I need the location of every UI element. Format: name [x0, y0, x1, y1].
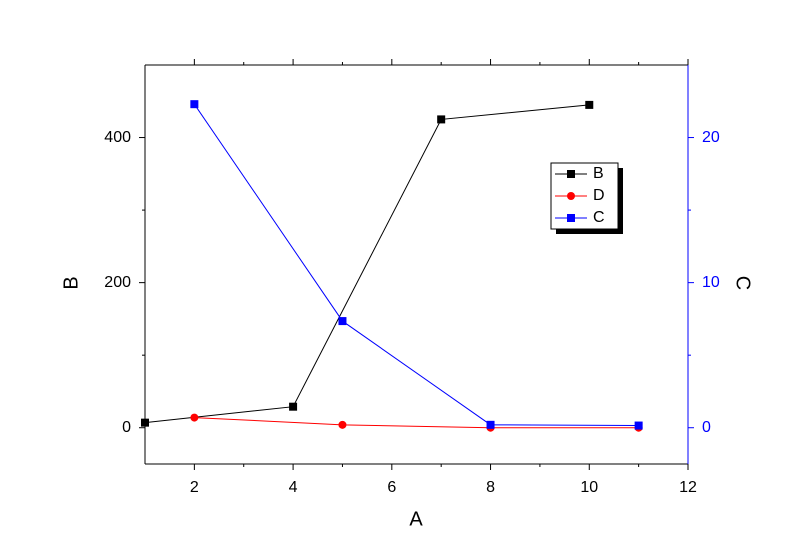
y-tick-label: 400 [104, 129, 131, 146]
y2-tick-label: 10 [702, 274, 720, 291]
marker [190, 100, 199, 109]
marker [567, 170, 575, 178]
y2-tick-label: 0 [702, 419, 711, 436]
x-axis-title: A [409, 508, 423, 530]
legend-label: D [593, 187, 605, 204]
marker [289, 402, 298, 411]
x-tick-label: 6 [387, 479, 396, 496]
series-line [193, 103, 639, 427]
y-axis-title: B [60, 276, 82, 289]
y-tick-label: 0 [122, 419, 131, 436]
marker [567, 214, 575, 222]
x-tick-label: 12 [679, 479, 697, 496]
x-tick-label: 10 [580, 479, 598, 496]
marker [141, 418, 149, 427]
legend-label: B [593, 165, 604, 182]
marker [437, 115, 446, 124]
marker [486, 420, 495, 429]
x-tick-label: 4 [289, 479, 298, 496]
series-line [144, 104, 590, 424]
marker [567, 192, 575, 200]
x-tick-label: 2 [190, 479, 199, 496]
marker [190, 413, 199, 422]
y2-axis-title: C [732, 276, 754, 290]
y-tick-label: 200 [104, 274, 131, 291]
marker [338, 420, 347, 429]
marker [585, 100, 594, 109]
series-line [194, 417, 639, 429]
y2-tick-label: 20 [702, 129, 720, 146]
marker [338, 317, 347, 326]
marker [634, 421, 643, 430]
legend-label: C [593, 209, 605, 226]
x-tick-label: 8 [486, 479, 495, 496]
